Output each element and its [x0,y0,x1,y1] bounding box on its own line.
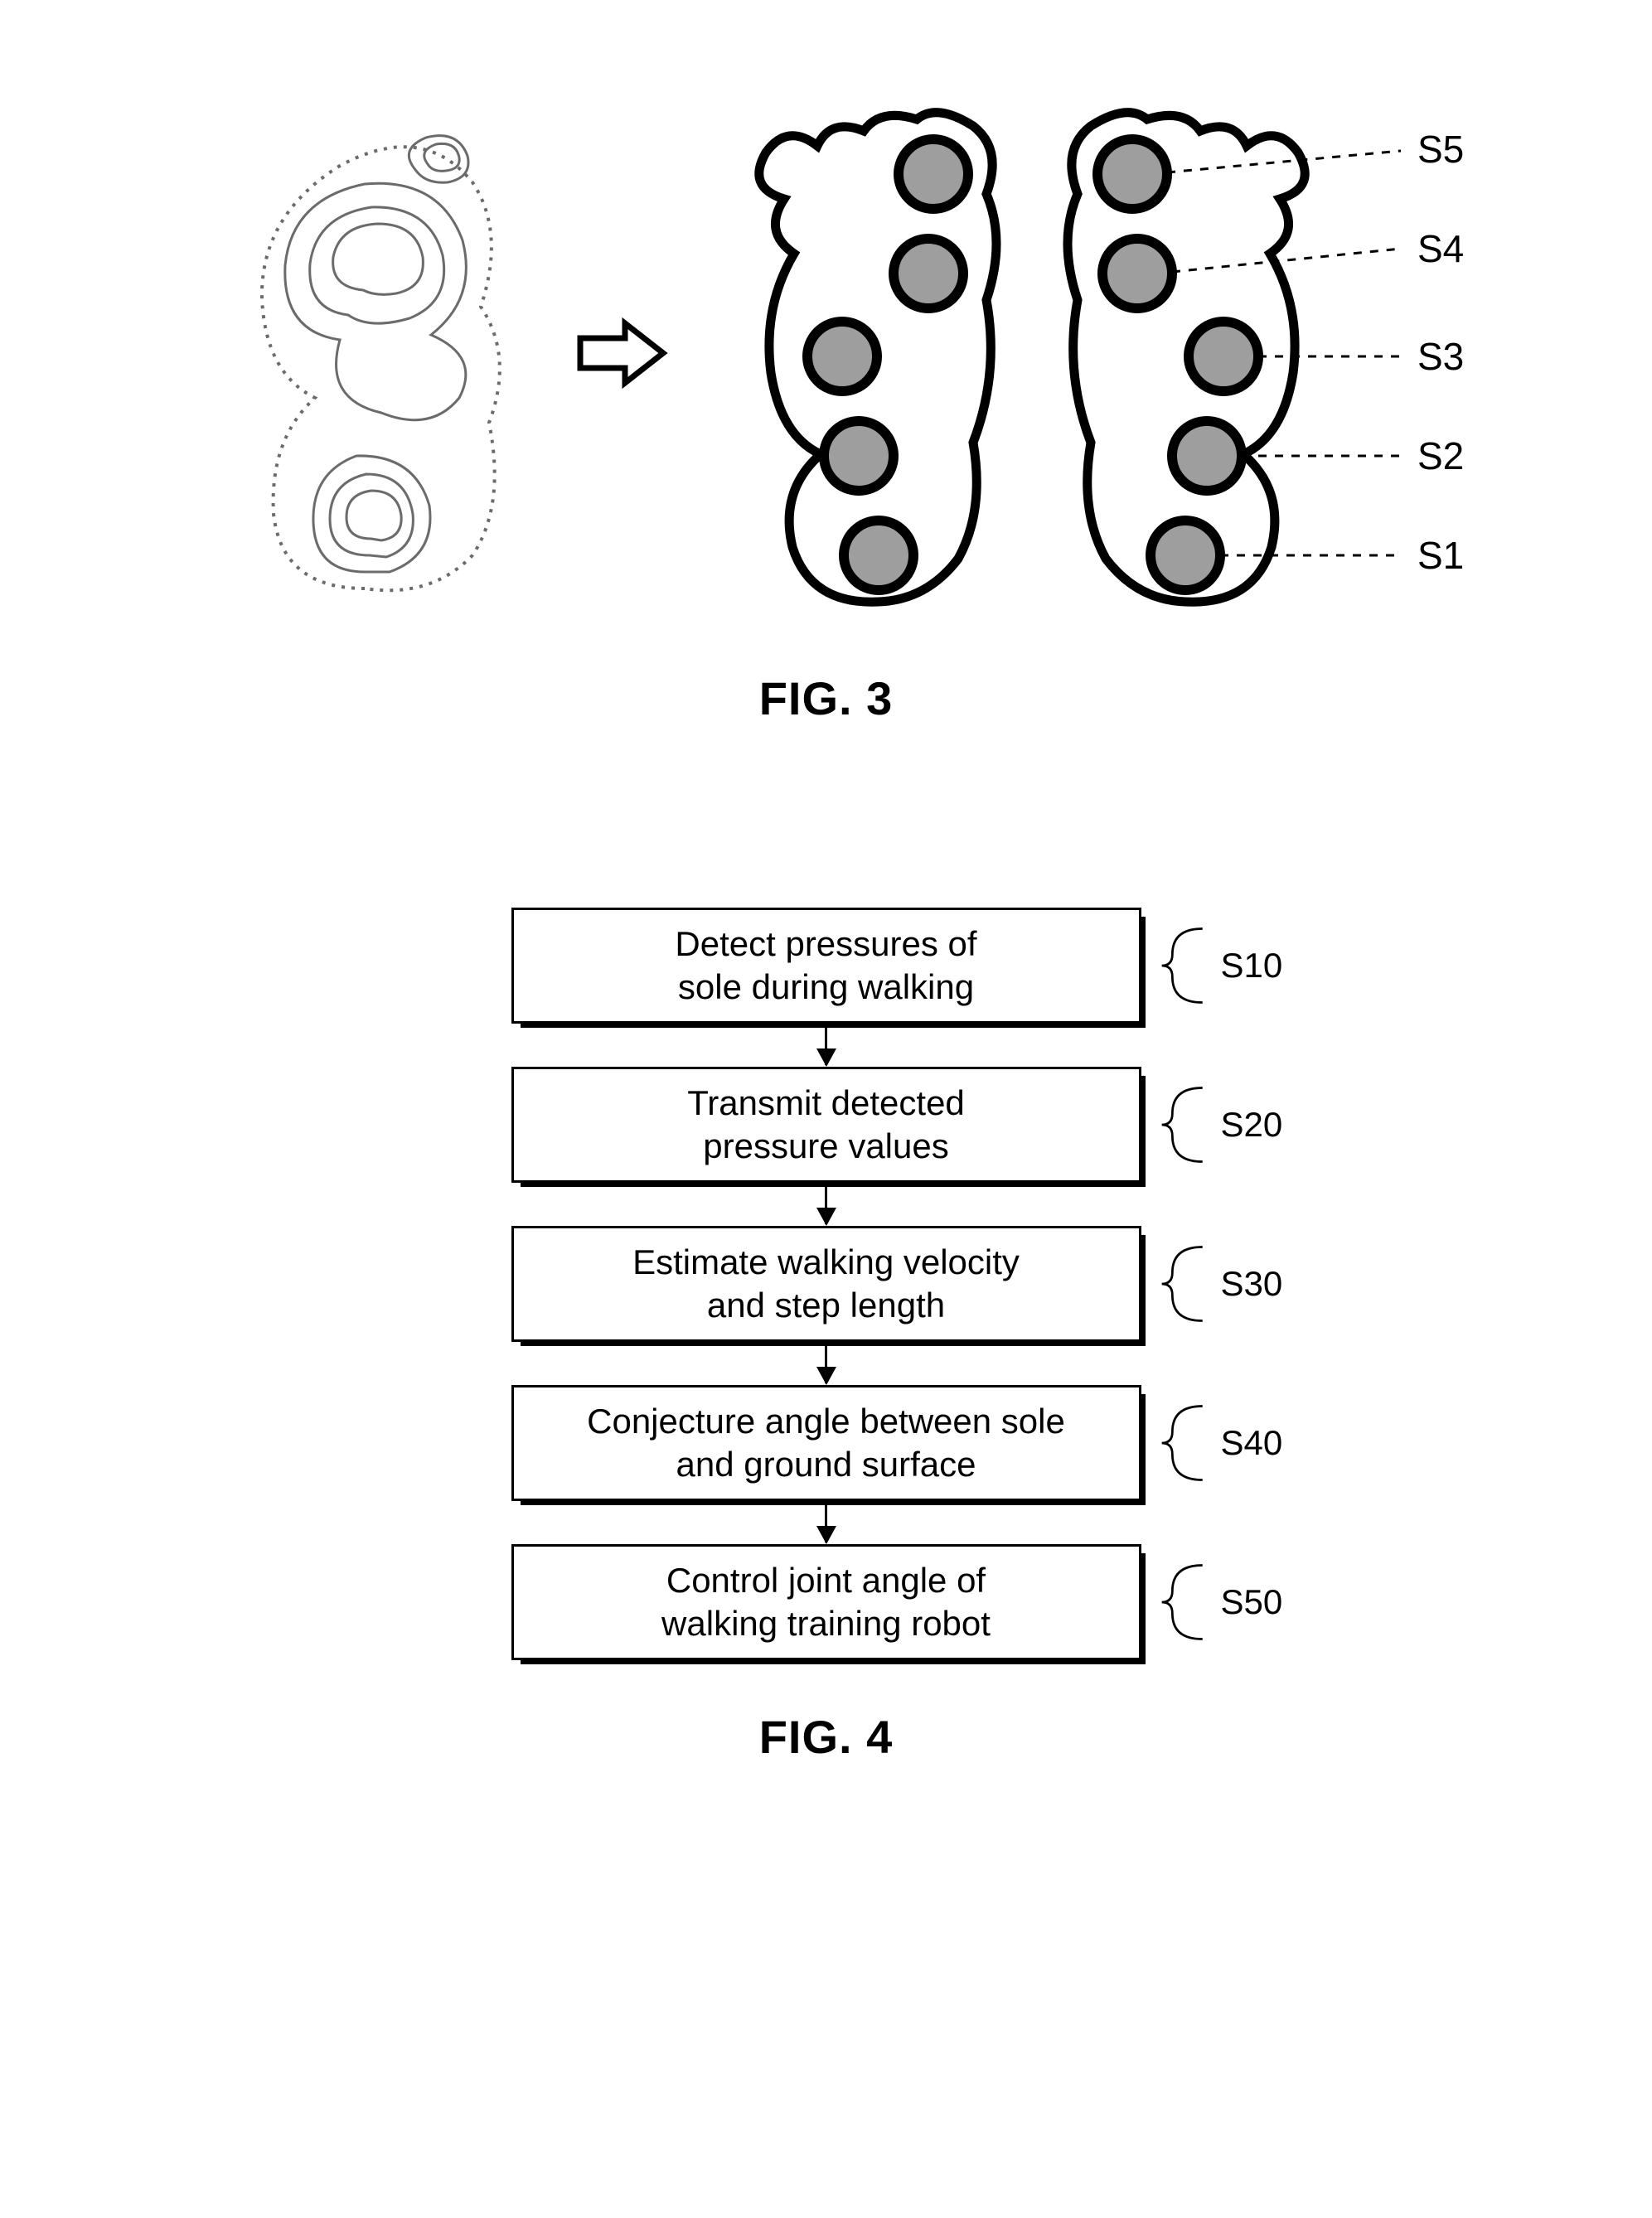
flow-step-label: S10 [1151,924,1283,1007]
sensor-circle [899,139,968,209]
flow-step-label: S40 [1151,1402,1283,1484]
arrow-down-icon [825,1345,827,1383]
flow-step-box: Estimate walking velocityand step length [511,1226,1141,1342]
fig4-caption: FIG. 4 [0,1710,1652,1764]
arrow-down-icon [825,1504,827,1542]
flow-step-row: Transmit detectedpressure values S20 [288,1067,1365,1183]
bracket-icon [1151,1242,1216,1325]
fig3-svg: S5 S4 S3 S2 S1 [191,99,1550,613]
flow-step-box: Transmit detectedpressure values [511,1067,1141,1183]
flow-step-label: S30 [1151,1242,1283,1325]
pressure-map [262,136,500,591]
right-foot [1068,113,1305,603]
sensor-label: S3 [1417,335,1464,378]
bracket-icon [1151,1561,1216,1644]
block-arrow-icon [580,323,663,383]
sensor-circle [1102,239,1172,308]
arrow-down-icon [825,1027,827,1065]
bracket-icon [1151,1083,1216,1166]
left-foot [759,113,996,603]
flow-step-row: Control joint angle ofwalking training r… [288,1544,1365,1660]
sensor-circle [1151,521,1220,590]
figure-4-flowchart: Detect pressures ofsole during walking S1… [288,908,1365,1660]
flow-step-row: Conjecture angle between soleand ground … [288,1385,1365,1501]
flow-step-id: S10 [1221,946,1283,986]
sensor-circle [824,421,894,491]
flow-step-box: Conjecture angle between soleand ground … [511,1385,1141,1501]
sensor-circle [1189,322,1258,391]
flow-step-id: S30 [1221,1264,1283,1304]
flow-step-box: Control joint angle ofwalking training r… [511,1544,1141,1660]
flow-step-box: Detect pressures ofsole during walking [511,908,1141,1024]
bracket-icon [1151,1402,1216,1484]
sensor-circle [894,239,963,308]
flow-step-label: S50 [1151,1561,1283,1644]
sensor-label: S1 [1417,534,1464,577]
flow-step-row: Detect pressures ofsole during walking S1… [288,908,1365,1024]
sensor-circle [1097,139,1167,209]
fig3-caption: FIG. 3 [0,671,1652,725]
sensor-circle [807,322,877,391]
sensor-labels-group: S5 S4 S3 S2 S1 [1417,128,1464,577]
sensor-label: S2 [1417,434,1464,477]
sensor-label: S5 [1417,128,1464,171]
sensor-label: S4 [1417,227,1464,270]
flow-step-id: S20 [1221,1105,1283,1145]
flow-step-id: S50 [1221,1582,1283,1622]
flow-step-row: Estimate walking velocityand step length… [288,1226,1365,1342]
sensor-circle [844,521,913,590]
arrow-down-icon [825,1186,827,1224]
figure-3-diagram: S5 S4 S3 S2 S1 [191,99,1550,613]
sensor-circle [1172,421,1242,491]
flow-step-id: S40 [1221,1423,1283,1463]
bracket-icon [1151,924,1216,1007]
flow-step-label: S20 [1151,1083,1283,1166]
